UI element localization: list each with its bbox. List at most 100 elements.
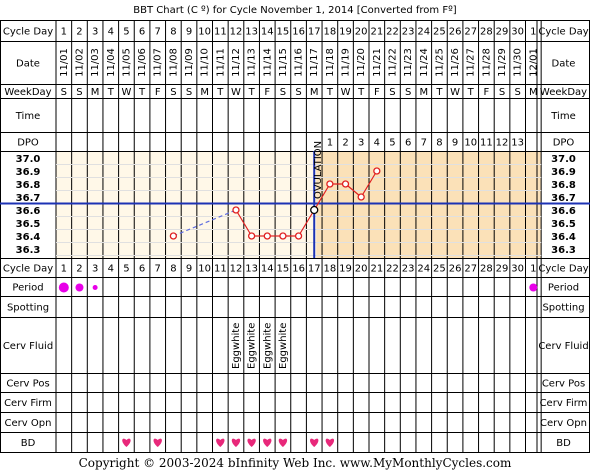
cycle-day-cell: 17 [308,264,321,275]
temp-point [263,232,271,240]
cycle-day-cell: 16 [292,27,305,38]
temp-line-segment [235,209,253,237]
weekday-cell: S [76,87,82,98]
date-cell: 11/06 [137,48,148,77]
dpo-cell: 10 [464,138,477,149]
cycle-day-cell: 24 [417,264,430,275]
period-marker [58,282,69,293]
cycle-day-cell: 9 [186,27,192,38]
cycle-day-cell: 25 [433,27,446,38]
temp-point [294,232,303,240]
cycle-day-cell: 14 [261,27,274,38]
dpo-cell: 12 [496,138,509,149]
cycle-day-cell: 30 [511,27,524,38]
date-cell: 11/01 [59,48,70,77]
cycle-day-cell: 27 [464,264,477,275]
weekday-cell: T [435,87,443,98]
dpo-cell: 7 [421,138,427,149]
temp-point [310,205,319,215]
y-tick-label: 36.7 [16,193,41,204]
date-cell: 11/27 [466,48,477,77]
weekday-cell: T [467,87,475,98]
cycle-day-cell: 30 [511,264,524,275]
cycle-day-cell: 18 [324,27,337,38]
cycle-day-cell: 10 [198,27,211,38]
weekday-cell: S [405,87,411,98]
cycle-day-cell: 15 [277,264,290,275]
y-tick-label-right: 36.8 [551,180,576,191]
date-cell: 11/24 [419,48,430,77]
weekday-cell: S [499,87,505,98]
chart-text: Cycle Day Cycle Day Date Date WeekDay WeekDay… [3,27,589,450]
cycle-day-cell: 4 [108,264,114,275]
row-label-right-date: Date [552,59,576,70]
y-tick-label: 36.6 [16,206,41,217]
date-cell: 11/18 [325,48,336,77]
date-cell: 11/12 [231,48,242,77]
row-label-right-cerv-opn: Cerv Opn [540,418,587,429]
temp-point [232,206,240,214]
cycle-day-cell: 8 [170,264,176,275]
row-label-date: Date [16,59,40,70]
cycle-day-cell: 20 [355,264,368,275]
temp-point [357,193,365,201]
weekday-cell: M [310,87,319,98]
weekday-cell: F [155,87,161,98]
cycle-day-cell: 7 [155,264,161,275]
date-cell: 11/07 [153,48,164,77]
y-tick-label-right: 36.6 [551,206,576,217]
bd-heart-icon [278,438,288,447]
row-label-right-cerv-pos: Cerv Pos [542,379,585,390]
cycle-day-cell: 19 [339,27,352,38]
cerv-fluid-label: Eggwhite [231,323,242,369]
cycle-day-cell: 18 [324,264,337,275]
cycle-day-cell: 1 [61,264,67,275]
weekday-cell: M [200,87,209,98]
temp-point [247,232,256,240]
footer-copyright: Copyright © 2003-2024 bInfinity Web Inc.… [79,456,512,470]
y-tick-label: 36.5 [16,219,41,230]
cycle-day-cell: 2 [76,27,82,38]
dpo-cell: 1 [327,138,333,149]
cycle-day-cell: 12 [230,264,243,275]
dpo-cell: 5 [389,138,395,149]
cycle-day-cell: 3 [92,27,98,38]
weekday-cell: T [326,87,334,98]
dpo-cell: 8 [436,138,442,149]
date-cell: 11/09 [184,48,195,77]
row-label-spotting: Spotting [7,303,49,314]
date-cell: 11/04 [106,48,117,77]
date-cell: 11/03 [90,48,101,77]
y-tick-label-right: 36.9 [551,167,576,178]
cycle-day-cell: 5 [123,27,129,38]
row-label-cerv-pos: Cerv Pos [6,379,49,390]
row-label-cycle-day: Cycle Day [3,27,53,38]
weekday-cell: T [248,87,256,98]
cycle-day-cell: 14 [261,264,274,275]
chart-marks: OVULATION [0,141,590,447]
cerv-fluid-label: Eggwhite [247,323,258,369]
row-label-right-cycle-day: Cycle Day [538,264,588,275]
dpo-cell: 4 [374,138,380,149]
dpo-cell: 13 [511,138,524,149]
date-cell: 11/22 [387,48,398,77]
cycle-day-cell: 6 [139,264,145,275]
row-label-right-cerv-fluid: Cerv Fluid [538,341,588,352]
dpo-cell: 3 [358,138,364,149]
bd-heart-icon [122,438,131,447]
date-cell: 11/28 [481,48,492,77]
cycle-day-cell: 17 [308,27,321,38]
dpo-cell: 9 [452,138,458,149]
date-cell: 11/08 [168,48,179,77]
temp-point [373,167,381,175]
y-tick-label-right: 37.0 [551,154,576,165]
cycle-day-cell: 6 [139,27,145,38]
date-cell: 11/20 [356,48,367,77]
cycle-day-cell: 24 [417,27,430,38]
row-label-bd: BD [21,438,36,449]
y-tick-label-right: 36.4 [551,232,576,243]
date-cell: 11/25 [434,48,445,77]
y-tick-label-right: 36.5 [551,219,576,230]
date-cell: 11/29 [497,48,508,77]
weekday-cell: M [91,87,100,98]
